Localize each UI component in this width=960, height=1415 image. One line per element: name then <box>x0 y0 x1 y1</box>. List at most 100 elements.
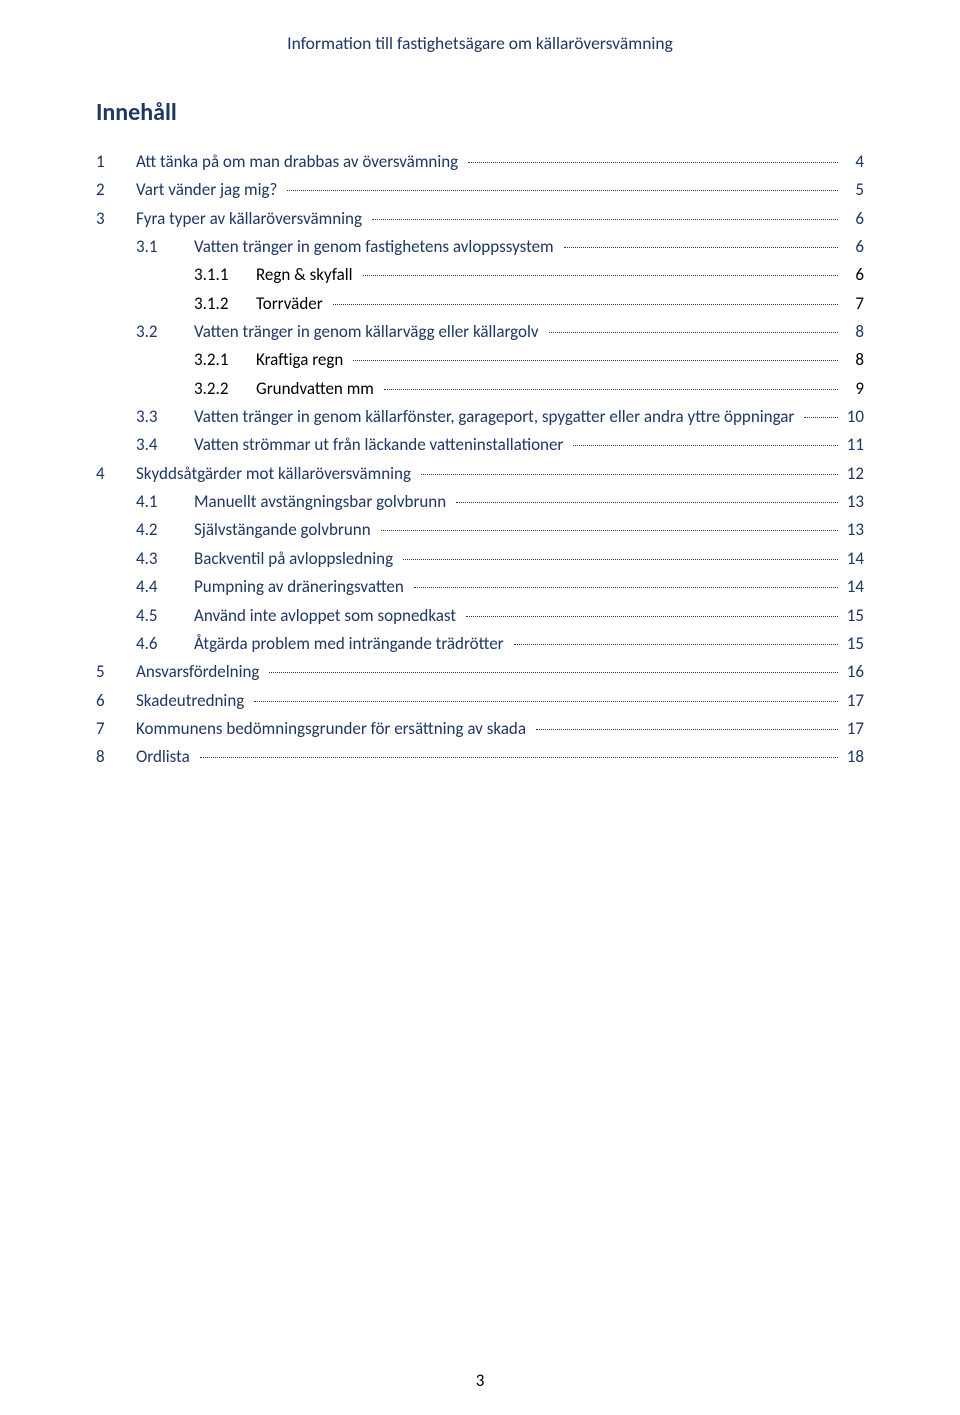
toc-label[interactable]: Skadeutredning <box>136 688 244 714</box>
toc-page[interactable]: 15 <box>842 603 864 629</box>
toc-label[interactable]: Pumpning av dräneringsvatten <box>194 574 404 600</box>
toc-page: 7 <box>842 291 864 317</box>
toc-label[interactable]: Backventil på avloppsledning <box>194 546 393 572</box>
toc-label[interactable]: Vatten tränger in genom källarvägg eller… <box>194 319 539 345</box>
toc-page[interactable]: 16 <box>842 659 864 685</box>
toc-row[interactable]: 8Ordlista 18 <box>96 744 864 770</box>
toc-number: 3.1 <box>136 234 194 260</box>
toc-page[interactable]: 6 <box>842 206 864 232</box>
toc-page[interactable]: 5 <box>842 177 864 203</box>
toc-page: 6 <box>842 262 864 288</box>
dot-leader <box>384 389 838 390</box>
toc-row[interactable]: 3.4Vatten strömmar ut från läckande vatt… <box>96 432 864 458</box>
toc-page[interactable]: 17 <box>842 688 864 714</box>
toc-page[interactable]: 17 <box>842 716 864 742</box>
toc-label[interactable]: Självstängande golvbrunn <box>194 517 371 543</box>
toc-number: 4.5 <box>136 603 194 629</box>
toc-page[interactable]: 8 <box>842 319 864 345</box>
toc-row[interactable]: 4.2Självstängande golvbrunn 13 <box>96 517 864 543</box>
toc-number: 3.2.2 <box>194 376 256 402</box>
toc-page: 9 <box>842 376 864 402</box>
toc-row: 3.2.1Kraftiga regn8 <box>96 347 864 373</box>
toc-row[interactable]: 4.3Backventil på avloppsledning 14 <box>96 546 864 572</box>
toc-number: 4.1 <box>136 489 194 515</box>
toc-row[interactable]: 1Att tänka på om man drabbas av översväm… <box>96 149 864 175</box>
toc-row[interactable]: 3Fyra typer av källaröversvämning 6 <box>96 206 864 232</box>
toc-label[interactable]: Vatten tränger in genom källarfönster, g… <box>194 404 794 430</box>
toc-label[interactable]: Använd inte avloppet som sopnedkast <box>194 603 456 629</box>
toc-label[interactable]: Manuellt avstängningsbar golvbrunn <box>194 489 446 515</box>
page: Information till fastighetsägare om käll… <box>0 0 960 1415</box>
toc-label[interactable]: Vart vänder jag mig? <box>136 177 277 203</box>
toc-label[interactable]: Ansvarsfördelning <box>136 659 259 685</box>
toc-page[interactable]: 13 <box>842 517 864 543</box>
toc-row[interactable]: 2Vart vänder jag mig?5 <box>96 177 864 203</box>
toc-row[interactable]: 4Skyddsåtgärder mot källaröversvämning12 <box>96 461 864 487</box>
toc-label[interactable]: Ordlista <box>136 744 190 770</box>
toc-number: 3.1.2 <box>194 291 256 317</box>
toc-label[interactable]: Fyra typer av källaröversvämning <box>136 206 362 232</box>
toc-number: 3.2 <box>136 319 194 345</box>
toc-number: 3.1.1 <box>194 262 256 288</box>
toc-number: 7 <box>96 716 136 742</box>
toc-number: 4.2 <box>136 517 194 543</box>
dot-leader <box>414 587 838 588</box>
toc-row[interactable]: 3.1Vatten tränger in genom fastighetens … <box>96 234 864 260</box>
dot-leader <box>421 474 838 475</box>
toc-row[interactable]: 7Kommunens bedömningsgrunder för ersättn… <box>96 716 864 742</box>
toc-number: 1 <box>96 149 136 175</box>
toc-page[interactable]: 18 <box>842 744 864 770</box>
toc-number: 3 <box>96 206 136 232</box>
toc-page[interactable]: 12 <box>842 461 864 487</box>
toc-label: Torrväder <box>256 291 323 317</box>
dot-leader <box>549 332 838 333</box>
dot-leader <box>536 729 838 730</box>
toc-label[interactable]: Skyddsåtgärder mot källaröversvämning <box>136 461 411 487</box>
toc-label[interactable]: Att tänka på om man drabbas av översvämn… <box>136 149 458 175</box>
document-header: Information till fastighetsägare om käll… <box>96 32 864 54</box>
dot-leader <box>403 559 838 560</box>
toc-page: 8 <box>842 347 864 373</box>
toc-number: 4.6 <box>136 631 194 657</box>
dot-leader <box>804 417 838 418</box>
toc-label: Grundvatten mm <box>256 376 374 402</box>
toc-page[interactable]: 14 <box>842 574 864 600</box>
toc-row[interactable]: 4.5Använd inte avloppet som sopnedkast 15 <box>96 603 864 629</box>
toc-row[interactable]: 5Ansvarsfördelning16 <box>96 659 864 685</box>
dot-leader <box>456 502 838 503</box>
dot-leader <box>381 530 838 531</box>
toc-page[interactable]: 4 <box>842 149 864 175</box>
toc-label[interactable]: Åtgärda problem med inträngande trädrött… <box>194 631 504 657</box>
toc-title: Innehåll <box>96 98 864 127</box>
toc-number: 6 <box>96 688 136 714</box>
toc-row[interactable]: 3.3Vatten tränger in genom källarfönster… <box>96 404 864 430</box>
toc-row[interactable]: 4.4Pumpning av dräneringsvatten14 <box>96 574 864 600</box>
toc-number: 8 <box>96 744 136 770</box>
toc-row[interactable]: 3.2Vatten tränger in genom källarvägg el… <box>96 319 864 345</box>
toc-number: 3.4 <box>136 432 194 458</box>
page-number: 3 <box>0 1370 960 1391</box>
toc-row: 3.2.2Grundvatten mm 9 <box>96 376 864 402</box>
toc-label: Regn & skyfall <box>256 262 353 288</box>
toc-label[interactable]: Vatten tränger in genom fastighetens avl… <box>194 234 554 260</box>
toc-page[interactable]: 10 <box>842 404 864 430</box>
toc-page[interactable]: 14 <box>842 546 864 572</box>
table-of-contents: 1Att tänka på om man drabbas av översväm… <box>96 149 864 771</box>
toc-page[interactable]: 6 <box>842 234 864 260</box>
toc-row[interactable]: 4.1Manuellt avstängningsbar golvbrunn 13 <box>96 489 864 515</box>
toc-label: Kraftiga regn <box>256 347 343 373</box>
dot-leader <box>564 247 838 248</box>
dot-leader <box>573 445 838 446</box>
toc-page[interactable]: 15 <box>842 631 864 657</box>
toc-page[interactable]: 13 <box>842 489 864 515</box>
toc-label[interactable]: Vatten strömmar ut från läckande vatteni… <box>194 432 563 458</box>
toc-page[interactable]: 11 <box>842 432 864 458</box>
toc-row[interactable]: 4.6Åtgärda problem med inträngande trädr… <box>96 631 864 657</box>
toc-label[interactable]: Kommunens bedömningsgrunder för ersättni… <box>136 716 526 742</box>
toc-number: 4.3 <box>136 546 194 572</box>
toc-number: 3.3 <box>136 404 194 430</box>
dot-leader <box>363 275 838 276</box>
toc-row[interactable]: 6Skadeutredning 17 <box>96 688 864 714</box>
dot-leader <box>287 190 838 191</box>
dot-leader <box>466 616 838 617</box>
